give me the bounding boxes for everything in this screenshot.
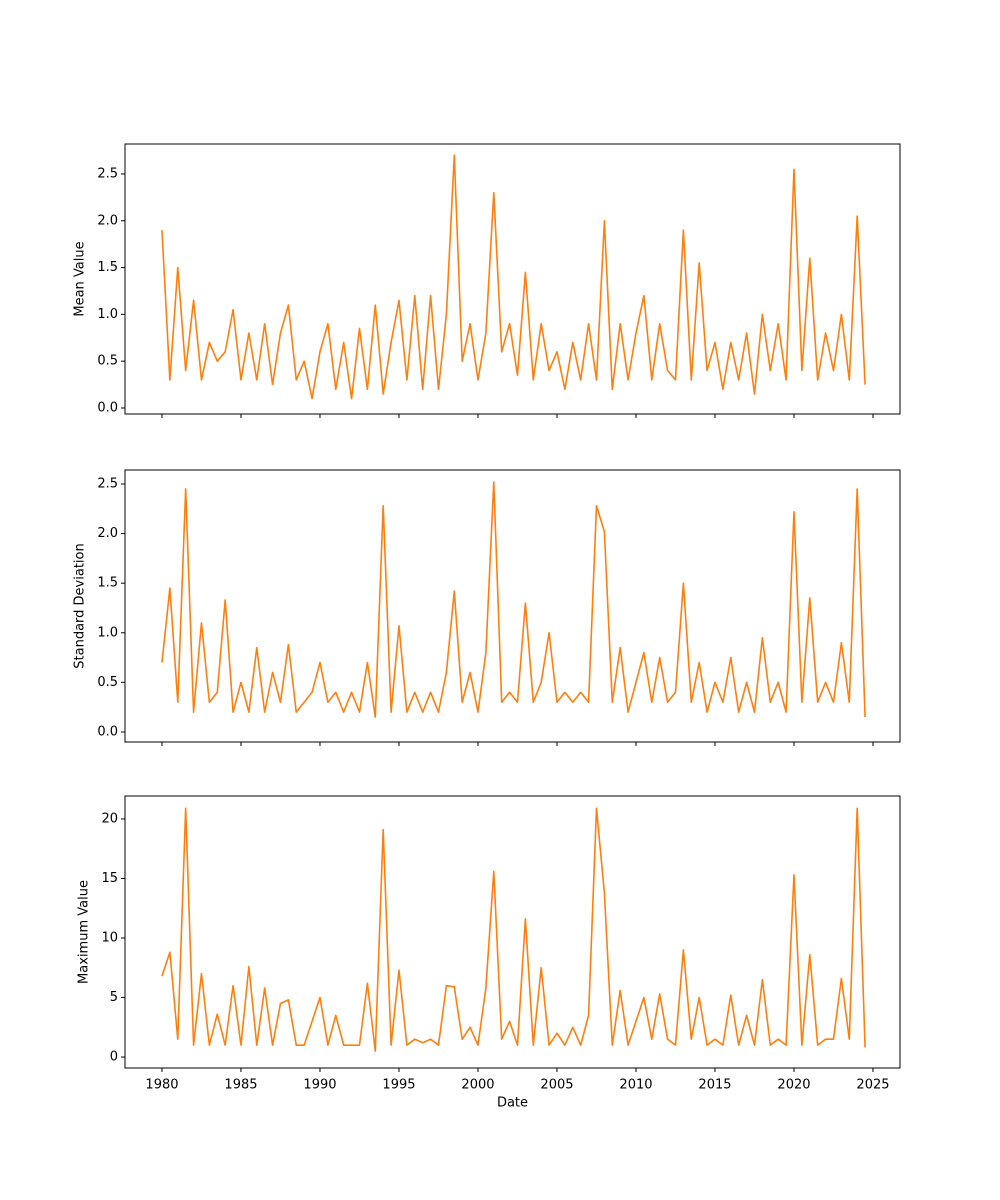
- x-axis-label: Date: [497, 1096, 528, 1111]
- y-tick-label: 2.0: [97, 213, 118, 228]
- y-tick-label: 1.0: [97, 307, 118, 322]
- y-tick-label: 10: [101, 931, 118, 946]
- y-tick-label: 0.0: [97, 724, 118, 739]
- y-tick-label: 1.5: [97, 260, 118, 275]
- x-tick-label: 2025: [856, 1078, 889, 1093]
- data-line: [161, 481, 866, 718]
- x-tick-label: 2005: [540, 1078, 573, 1093]
- x-tick-label: 1980: [145, 1078, 178, 1093]
- y-axis-label: Mean Value: [73, 241, 88, 316]
- y-tick-label: 1.0: [97, 625, 118, 640]
- x-tick-label: 2015: [698, 1078, 731, 1093]
- x-tick-label: 2010: [619, 1078, 652, 1093]
- y-tick-label: 15: [101, 871, 118, 886]
- y-tick-label: 0.5: [97, 675, 118, 690]
- y-tick-label: 0.5: [97, 354, 118, 369]
- y-tick-label: 20: [101, 811, 118, 826]
- y-tick-label: 0.0: [97, 401, 118, 416]
- y-tick-label: 5: [110, 990, 118, 1005]
- x-tick-label: 1985: [224, 1078, 257, 1093]
- axes-frame: [124, 469, 901, 743]
- y-tick-label: 2.5: [97, 166, 118, 181]
- y-tick-label: 1.5: [97, 576, 118, 591]
- data-line: [161, 807, 866, 1052]
- y-axis-label: Maximum Value: [77, 880, 92, 984]
- x-tick-label: 2000: [461, 1078, 494, 1093]
- x-tick-label: 1995: [382, 1078, 415, 1093]
- axes-frame: [124, 795, 901, 1069]
- y-tick-label: 2.0: [97, 526, 118, 541]
- y-axis-label: Standard Deviation: [73, 543, 88, 668]
- x-tick-label: 2020: [777, 1078, 810, 1093]
- data-line: [161, 154, 866, 400]
- y-tick-label: 0: [110, 1050, 118, 1065]
- axes-frame: [124, 143, 901, 415]
- x-tick-label: 1990: [303, 1078, 336, 1093]
- y-tick-label: 2.5: [97, 476, 118, 491]
